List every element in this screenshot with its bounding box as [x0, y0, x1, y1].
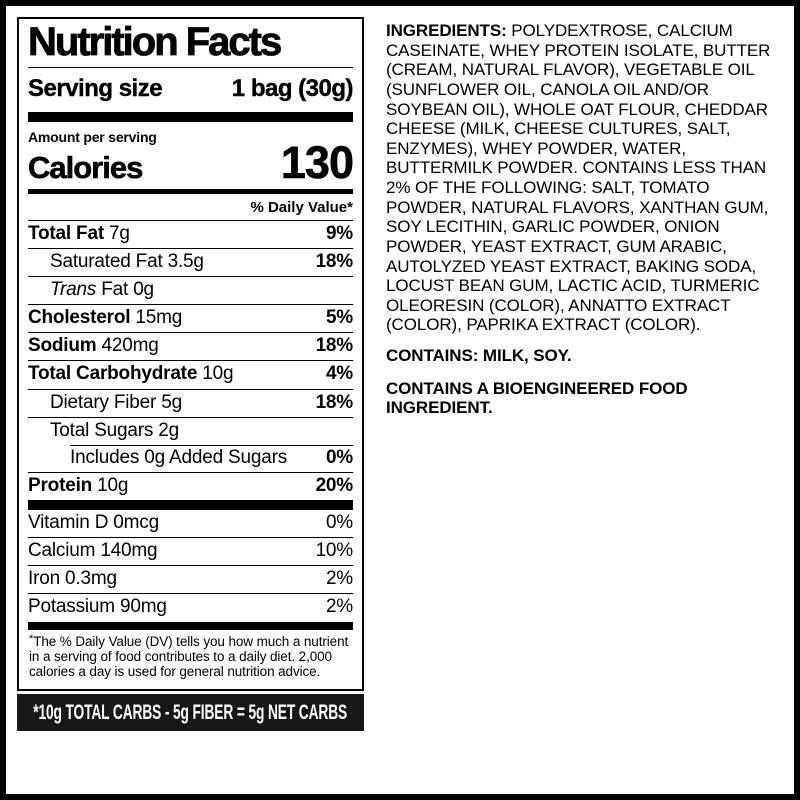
packaging-back-panel: Nutrition Facts Serving size 1 bag (30g)…	[6, 6, 794, 794]
footnote-asterisk: *	[29, 632, 34, 645]
serving-size-value: 1 bag (30g)	[231, 74, 354, 102]
nutrient-row: Saturated Fat 3.5g 18%	[28, 247, 354, 276]
nutrient-name: Cholesterol 15mg	[28, 307, 183, 329]
nutrient-daily-value: 0%	[325, 512, 353, 534]
net-carbs-banner: *10g TOTAL CARBS - 5g FIBER = 5g NET CAR…	[17, 693, 364, 731]
nutrient-row: Total Fat 7g 9%	[28, 219, 353, 248]
nutrient-amount: 10g	[92, 474, 129, 496]
nutrient-daily-value: 20%	[315, 474, 354, 496]
nutrient-row: Iron 0.3mg 2%	[28, 565, 353, 593]
nutrition-facts-column: Nutrition Facts Serving size 1 bag (30g)…	[17, 17, 364, 783]
calories-row: Calories 130	[28, 136, 355, 188]
nutrient-row: Total Sugars 2g	[28, 416, 353, 445]
nutrient-row: Potassium 90mg 2%	[28, 593, 353, 621]
nutrition-facts-title: Nutrition Facts	[28, 20, 283, 64]
divider-bar-bottom	[28, 621, 353, 630]
nutrition-facts-box: Nutrition Facts Serving size 1 bag (30g)…	[17, 17, 364, 691]
nutrient-name: Sodium 420mg	[28, 335, 159, 357]
nutrient-daily-value: 10%	[315, 540, 354, 562]
nutrient-name: Total Carbohydrate 10g	[28, 363, 234, 385]
amount-per-serving-label: Amount per serving	[28, 128, 157, 145]
serving-size-row: Serving size 1 bag (30g)	[28, 68, 354, 112]
ingredients-column: INGREDIENTS: POLYDEXTROSE, CALCIUM CASEI…	[386, 17, 784, 783]
nutrient-daily-value: 2%	[325, 596, 353, 618]
bioengineered-statement: CONTAINS A BIOENGINEERED FOOD INGREDIENT…	[386, 378, 688, 418]
nutrient-row: Trans Fat 0g	[28, 276, 353, 304]
nutrient-amount: 140mg	[95, 540, 158, 562]
nutrient-amount: 5g	[156, 391, 182, 413]
daily-value-header: % Daily Value*	[250, 198, 353, 216]
nutrient-daily-value: 18%	[315, 335, 354, 357]
nutrient-name: Includes 0g Added Sugars	[70, 446, 288, 468]
footnote-text: The % Daily Value (DV) tells you how muc…	[29, 633, 349, 680]
nutrient-rows-main: Total Fat 7g 9% Saturated Fat 3.5g 18% Trans…	[28, 219, 354, 500]
nutrient-name: Total Fat 7g	[28, 222, 130, 244]
title-rule	[28, 66, 353, 68]
nutrient-daily-value: 2%	[325, 568, 353, 590]
nutrient-name: Trans Fat 0g	[50, 279, 154, 301]
nutrient-name: Saturated Fat 3.5g	[50, 250, 204, 272]
nutrient-name: Protein 10g	[28, 474, 129, 496]
ingredients-list: POLYDEXTROSE, CALCIUM CASEINATE, WHEY PR…	[386, 21, 771, 335]
calories-value: 130	[280, 136, 355, 188]
nutrient-row: Vitamin D 0mcg 0%	[28, 510, 353, 537]
nutrient-amount: 7g	[103, 222, 130, 244]
nutrient-amount: 2g	[153, 419, 180, 441]
divider-bar-thick	[28, 500, 353, 511]
nutrient-daily-value: 0%	[325, 446, 353, 468]
nutrient-daily-value: 9%	[325, 222, 353, 244]
nutrient-name: Dietary Fiber 5g	[50, 391, 182, 413]
nutrient-row: Protein 10g 20%	[28, 471, 354, 500]
nutrient-name: Total Sugars 2g	[50, 419, 180, 441]
daily-value-footnote: *The % Daily Value (DV) tells you how mu…	[28, 630, 353, 687]
nutrient-name: Vitamin D 0mcg	[28, 512, 159, 534]
nutrient-name: Calcium 140mg	[28, 540, 158, 562]
nutrient-row: Sodium 420mg 18%	[28, 332, 353, 360]
nutrient-amount: 0g	[128, 279, 154, 301]
ingredients-heading: INGREDIENTS:	[386, 21, 507, 40]
nutrient-row: Total Carbohydrate 10g 4%	[28, 360, 353, 388]
divider-bar-medium	[28, 188, 353, 194]
calories-label: Calories	[28, 149, 144, 185]
nutrient-amount: 0.3mg	[59, 568, 117, 590]
nutrient-amount: 420mg	[96, 335, 159, 357]
divider-bar-thick	[28, 111, 353, 122]
nutrient-row: Cholesterol 15mg 5%	[28, 304, 353, 332]
nutrient-daily-value: 4%	[325, 363, 353, 385]
nutrient-row: Includes 0g Added Sugars 0%	[28, 444, 353, 472]
nutrient-daily-value: 18%	[315, 250, 354, 272]
serving-size-label: Serving size	[28, 74, 163, 102]
ingredients-paragraph: INGREDIENTS: POLYDEXTROSE, CALCIUM CASEI…	[386, 21, 778, 335]
nutrient-daily-value: 18%	[315, 391, 354, 413]
nutrient-name: Iron 0.3mg	[28, 568, 117, 590]
nutrient-amount: 15mg	[130, 307, 183, 329]
nutrient-name: Potassium 90mg	[28, 596, 167, 618]
nutrient-amount: 90mg	[114, 596, 167, 618]
nutrient-amount: 0mcg	[108, 512, 159, 534]
nutrient-amount: 10g	[197, 363, 234, 385]
allergen-statement: CONTAINS: MILK, SOY.	[386, 346, 572, 365]
nutrient-amount: 3.5g	[162, 250, 204, 272]
nutrient-row: Calcium 140mg 10%	[28, 537, 353, 565]
nutrient-daily-value: 5%	[325, 307, 353, 329]
nutrient-rows-vitamins: Vitamin D 0mcg 0% Calcium 140mg 10% Iron 0.3…	[28, 510, 353, 622]
net-carbs-banner-text: *10g TOTAL CARBS - 5g FIBER = 5g NET CAR…	[33, 699, 348, 724]
nutrient-row: Dietary Fiber 5g 18%	[28, 388, 354, 417]
